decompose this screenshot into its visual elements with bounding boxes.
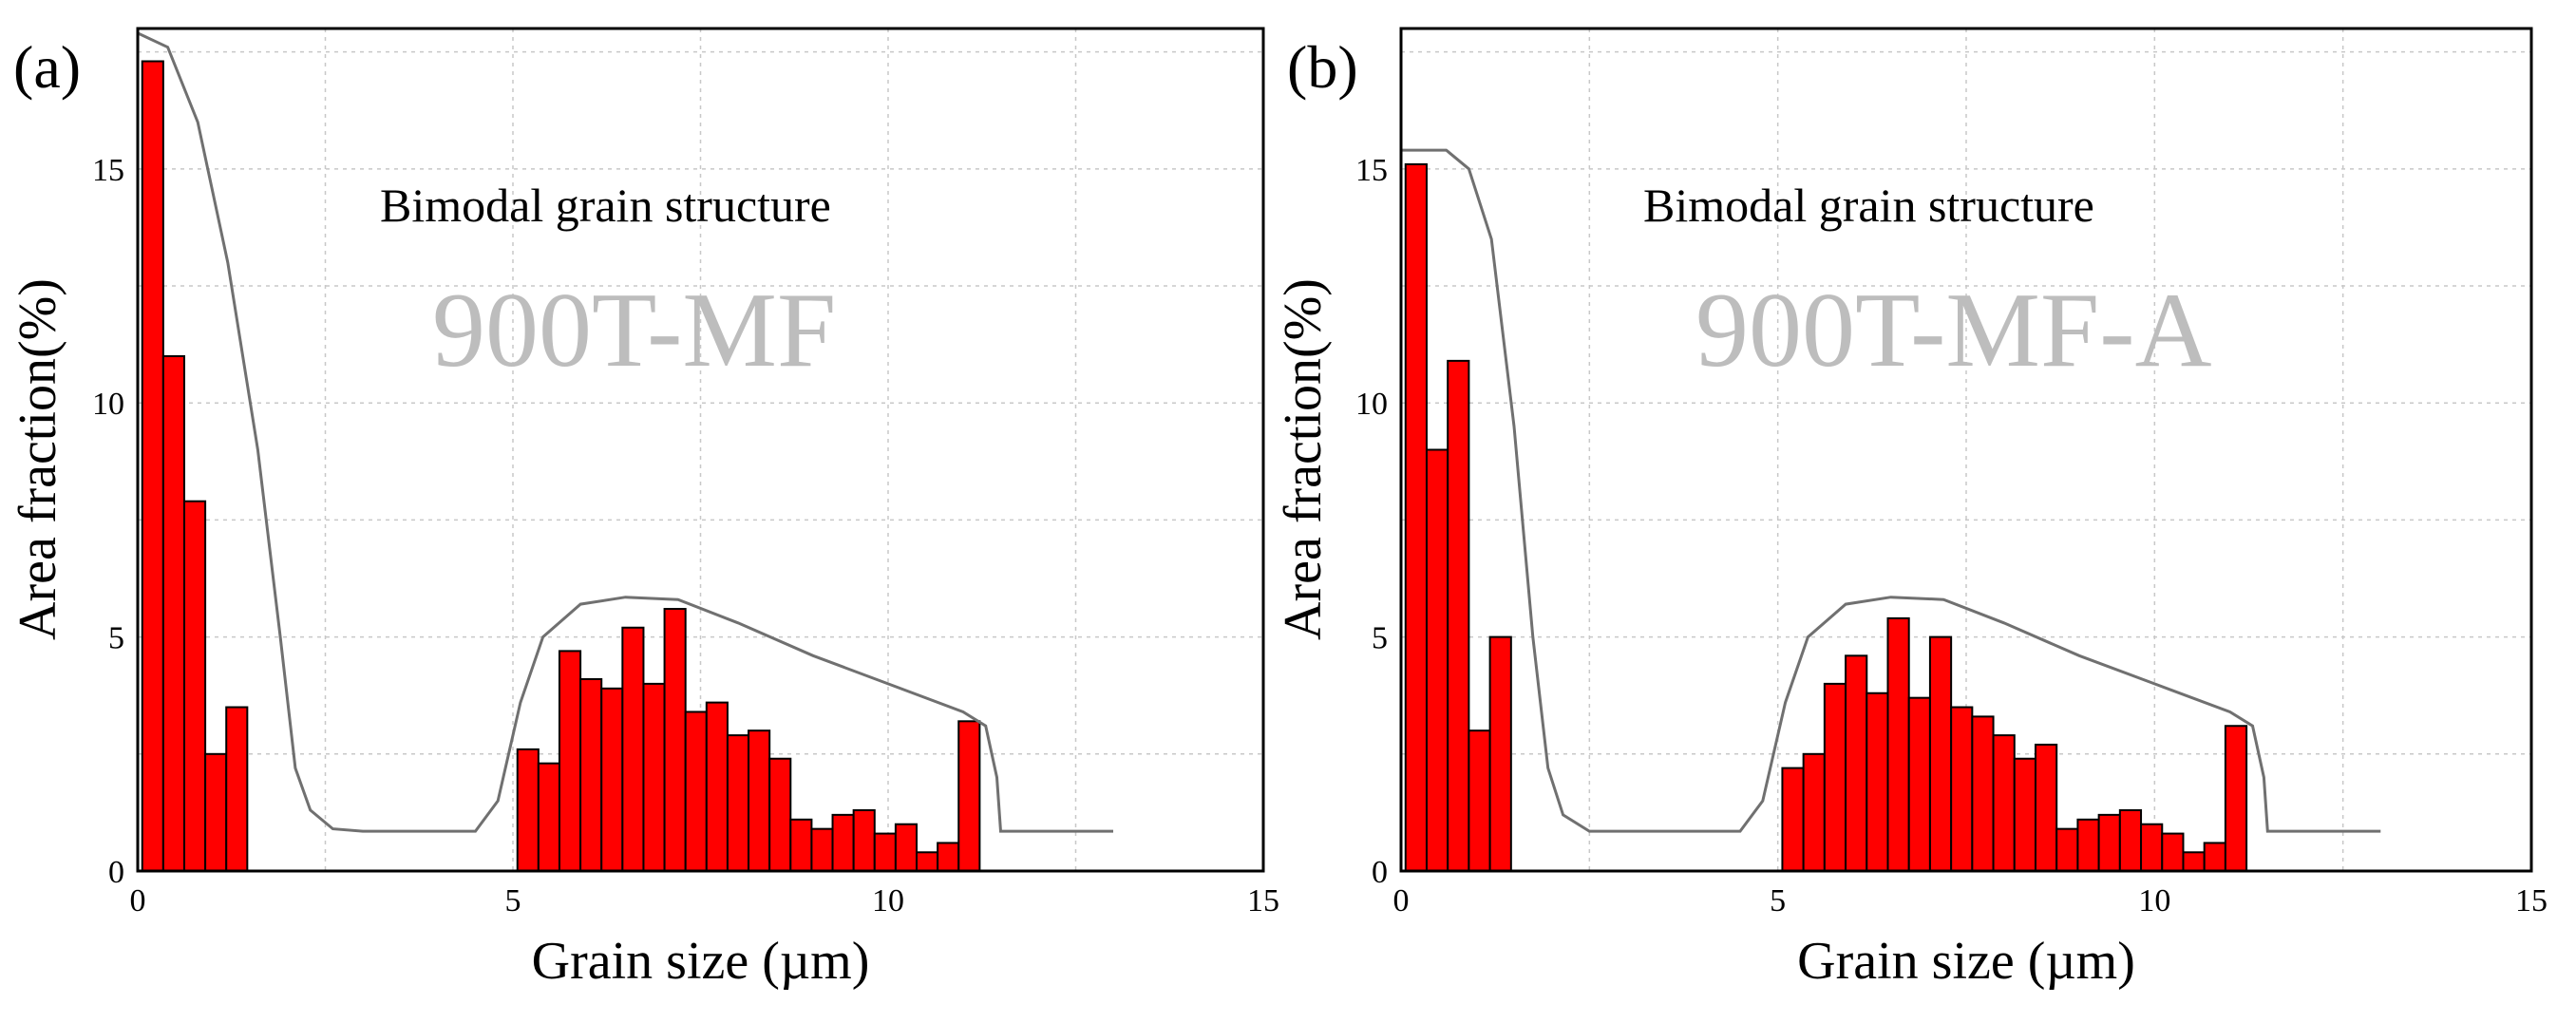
bimodal-annotation: Bimodal grain structure: [1643, 179, 2094, 232]
histogram-bar: [873, 832, 897, 872]
histogram-bar: [852, 808, 876, 873]
x-tick-label: 15: [1247, 883, 1279, 919]
panel-a-label: (a): [13, 33, 81, 101]
histogram-bar: [705, 701, 729, 872]
histogram-bar: [621, 626, 645, 872]
x-tick-label: 0: [1393, 883, 1410, 919]
sample-name-watermark: 900T-MF-A: [1695, 272, 2212, 389]
panel-b: 0 5 10 15 0 5 10 15 Grain size (µm) Area fraction…: [1274, 27, 2548, 991]
x-tick-label: 15: [2515, 883, 2548, 919]
histogram-bar: [161, 354, 185, 872]
y-axis-title: Area fraction(%): [1274, 278, 1333, 640]
histogram-bar: [204, 752, 228, 872]
histogram-bar: [537, 762, 560, 873]
y-tick-label: 10: [92, 387, 124, 422]
histogram-bar: [1488, 635, 1512, 872]
y-tick-label: 0: [1372, 855, 1388, 890]
histogram-bar: [600, 687, 624, 872]
panel-a: 0 5 10 15 0 5 10 15 Grain size (µm) Area fraction…: [9, 27, 1279, 991]
y-tick-label: 5: [108, 621, 124, 656]
x-tick-label: 5: [1770, 883, 1786, 919]
histogram-bar: [1404, 162, 1428, 872]
histogram-bar: [748, 729, 771, 873]
histogram-bar: [1845, 654, 1868, 872]
histogram-bar: [2055, 827, 2079, 873]
histogram-bar: [1447, 359, 1470, 873]
histogram-bar: [1823, 682, 1847, 873]
histogram-bar: [141, 60, 164, 872]
histogram-bar: [2097, 813, 2121, 872]
histogram-bar: [2076, 818, 2100, 872]
histogram-bar: [1971, 715, 1995, 873]
histogram-bar: [1928, 635, 1953, 872]
distribution-envelope-line: [137, 31, 1113, 833]
histogram-bar: [726, 734, 750, 872]
histogram-bar: [2224, 725, 2248, 872]
y-tick-label: 15: [1355, 153, 1388, 188]
x-tick-label: 0: [130, 883, 146, 919]
histogram-bar: [894, 823, 919, 873]
histogram-bar: [2013, 757, 2036, 873]
x-axis-title: Grain size (µm): [1797, 932, 2135, 991]
histogram-bar: [225, 706, 249, 872]
x-tick-label: 10: [2138, 883, 2170, 919]
histogram-bar: [1866, 691, 1889, 872]
y-tick-label: 5: [1372, 621, 1388, 656]
y-tick-label: 15: [92, 153, 124, 188]
histogram-bar: [768, 757, 792, 873]
histogram-bar: [2118, 808, 2143, 873]
x-tick-label: 10: [872, 883, 904, 919]
histogram-bar: [579, 677, 603, 873]
histogram-bar: [2203, 842, 2226, 873]
histogram-bar: [1907, 696, 1931, 873]
y-axis-title: Area fraction(%): [9, 278, 67, 640]
histogram-bar: [831, 813, 855, 872]
histogram-bar: [1802, 752, 1826, 872]
x-tick-label: 5: [505, 883, 521, 919]
histogram-bar: [642, 682, 666, 873]
y-tick-label: 0: [108, 855, 124, 890]
histogram-bar: [558, 650, 582, 873]
histogram-bar: [1992, 734, 2016, 872]
histogram-bar: [2140, 823, 2164, 873]
histogram-bar: [2182, 851, 2206, 872]
plot-frame: [136, 27, 1265, 873]
plot-frame: [1399, 27, 2533, 873]
panel-b-label: (b): [1287, 33, 1358, 101]
sample-name-watermark: 900T-MF: [432, 272, 836, 389]
distribution-envelope-line: [1401, 148, 2381, 833]
histogram-bar: [957, 720, 981, 872]
histogram-bar: [2161, 832, 2185, 872]
histogram-bar: [1886, 616, 1910, 873]
histogram-bar: [937, 842, 960, 873]
histogram-bar: [1950, 706, 1974, 872]
histogram-bar: [1425, 448, 1449, 872]
bimodal-annotation: Bimodal grain structure: [380, 179, 831, 232]
histogram-bar: [663, 608, 687, 872]
histogram-bar: [1781, 767, 1805, 872]
histogram-bar: [1468, 729, 1491, 873]
histogram-bar: [789, 818, 813, 872]
histogram-bar: [810, 827, 834, 873]
y-tick-label: 10: [1355, 387, 1388, 422]
histogram-bar: [684, 710, 708, 873]
histogram-bar: [916, 851, 939, 872]
histogram-bar: [182, 500, 207, 872]
histogram-bar: [516, 748, 540, 873]
histogram-bar: [2034, 743, 2058, 873]
x-axis-title: Grain size (µm): [532, 932, 870, 991]
